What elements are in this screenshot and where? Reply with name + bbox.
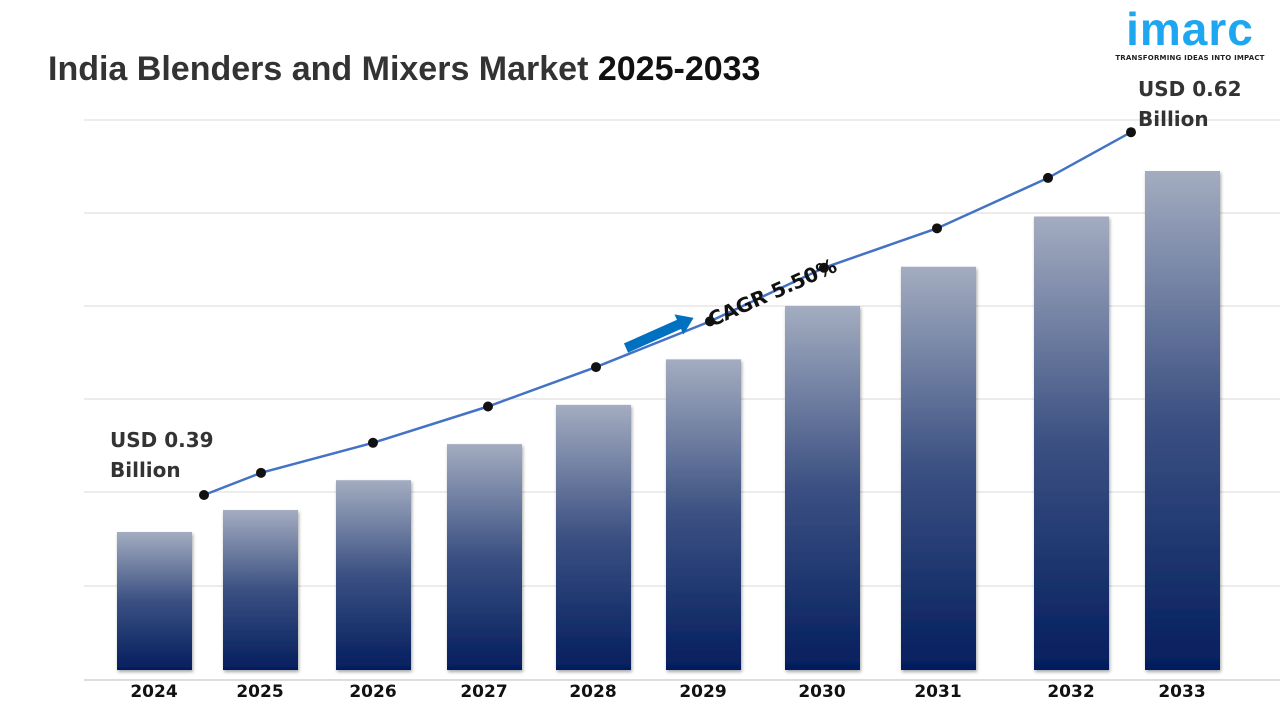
x-tick-label: 2026 — [349, 682, 396, 702]
line-point — [591, 362, 601, 373]
line-point — [368, 437, 378, 448]
x-tick-label: 2027 — [460, 682, 507, 702]
end-label-line1: USD 0.62 — [1138, 77, 1242, 101]
logo-word: imarc — [1126, 3, 1254, 55]
line-point — [819, 262, 829, 273]
bar-2028 — [556, 404, 631, 670]
line-point — [199, 490, 209, 500]
x-tick-label: 2028 — [569, 682, 616, 702]
title-years: 2025-2033 — [597, 50, 761, 88]
bar-2030 — [785, 305, 860, 670]
start-value-label: USD 0.39 Billion — [110, 425, 214, 485]
start-label-line1: USD 0.39 — [110, 428, 214, 452]
chart-title: India Blenders and Mixers Market 2025-20… — [48, 50, 760, 89]
x-tick-label: 2024 — [130, 682, 177, 702]
line-point — [483, 401, 493, 412]
bar-2027 — [447, 444, 522, 670]
logo-tagline: TRANSFORMING IDEAS INTO IMPACT — [1115, 54, 1265, 62]
start-label-line2: Billion — [110, 458, 181, 482]
end-label-line2: Billion — [1138, 107, 1209, 131]
x-tick-label: 2031 — [914, 682, 961, 702]
bar-2029 — [666, 359, 741, 670]
x-tick-label: 2025 — [236, 682, 283, 702]
x-tick-label: 2033 — [1158, 682, 1205, 702]
bar-2025 — [223, 510, 298, 670]
line-point — [1126, 127, 1136, 138]
bar-2024 — [117, 532, 192, 670]
trend-line — [203, 131, 1132, 497]
end-value-label: USD 0.62 Billion — [1138, 74, 1242, 134]
line-point — [1043, 172, 1053, 183]
line-point — [256, 467, 266, 478]
x-tick-label: 2030 — [798, 682, 845, 702]
line-point — [705, 316, 715, 327]
title-text: India Blenders and Mixers Market — [48, 50, 589, 88]
cagr-arrow — [623, 314, 694, 353]
imarc-logo: imarc TRANSFORMING IDEAS INTO IMPACT — [1110, 4, 1270, 62]
line-point — [932, 223, 942, 234]
bar-2031 — [901, 266, 976, 670]
bar-2033 — [1145, 171, 1220, 670]
bar-2026 — [336, 480, 411, 670]
x-tick-label: 2032 — [1047, 682, 1094, 702]
x-tick-label: 2029 — [679, 682, 726, 702]
bar-2032 — [1034, 216, 1109, 670]
